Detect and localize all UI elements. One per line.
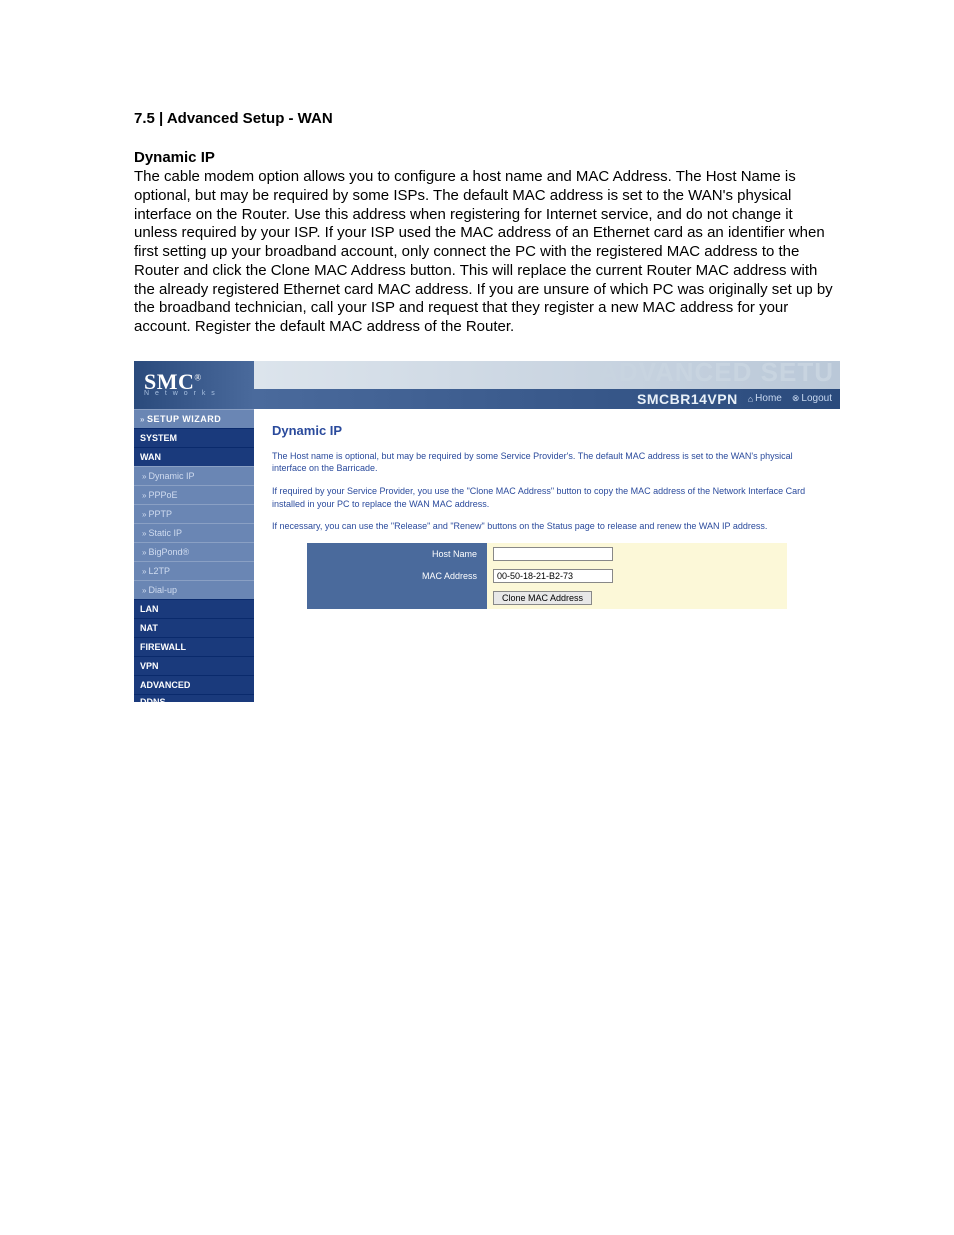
home-link[interactable]: ⌂ Home [748, 393, 782, 404]
content-panel: Dynamic IP The Host name is optional, bu… [254, 409, 840, 702]
table-row: Host Name [307, 543, 787, 565]
chevron-icon: » [142, 586, 146, 595]
home-icon: ⌂ [748, 394, 753, 404]
sidebar-item-lan[interactable]: LAN [134, 599, 254, 618]
sidebar-item-wan[interactable]: WAN [134, 447, 254, 466]
header-brand-strip: ADVANCED SETU [254, 361, 840, 389]
sidebar-item-system[interactable]: SYSTEM [134, 428, 254, 447]
logout-icon: ⊗ [792, 393, 800, 404]
logout-link[interactable]: ⊗ Logout [792, 393, 832, 404]
chevron-icon: » [140, 415, 145, 424]
doc-subheading: Dynamic IP [134, 149, 834, 166]
host-name-label: Host Name [307, 543, 487, 565]
doc-body-text: The cable modem option allows you to con… [134, 168, 834, 337]
logo-subtext: N e t w o r k s [144, 390, 254, 397]
table-row: MAC Address [307, 565, 787, 587]
sidebar-item-vpn[interactable]: VPN [134, 656, 254, 675]
sidebar-item-dynamic-ip[interactable]: »Dynamic IP [134, 466, 254, 485]
mac-address-label: MAC Address [307, 565, 487, 587]
sidebar-item-dialup[interactable]: »Dial-up [134, 580, 254, 599]
chevron-icon: » [142, 491, 146, 500]
home-label: Home [755, 393, 782, 404]
chevron-icon: » [142, 529, 146, 538]
sidebar-item-firewall[interactable]: FIREWALL [134, 637, 254, 656]
doc-heading: 7.5 | Advanced Setup - WAN [134, 110, 834, 127]
sidebar-item-pptp[interactable]: »PPTP [134, 504, 254, 523]
host-name-input[interactable] [493, 547, 613, 561]
sidebar-item-ddns[interactable]: DDNS [134, 694, 254, 702]
chevron-icon: » [142, 567, 146, 576]
sidebar-item-pppoe[interactable]: »PPPoE [134, 485, 254, 504]
chevron-icon: » [142, 472, 146, 481]
sidebar-item-nat[interactable]: NAT [134, 618, 254, 637]
logo-reg: ® [194, 373, 201, 383]
table-row: Clone MAC Address [307, 587, 787, 609]
content-title: Dynamic IP [272, 423, 822, 438]
sidebar-item-setup-wizard[interactable]: »SETUP WIZARD [134, 409, 254, 428]
chevron-icon: » [142, 510, 146, 519]
content-p1: The Host name is optional, but may be re… [272, 450, 822, 475]
sidebar-item-static-ip[interactable]: »Static IP [134, 523, 254, 542]
empty-label-cell [307, 587, 487, 609]
form-table: Host Name MAC Address Clone MAC Address [307, 543, 787, 609]
sidebar-item-bigpond[interactable]: »BigPond® [134, 542, 254, 561]
model-label: SMCBR14VPN [637, 391, 738, 407]
clone-mac-button[interactable]: Clone MAC Address [493, 591, 592, 605]
sidebar-item-l2tp[interactable]: »L2TP [134, 561, 254, 580]
sidebar-item-advanced[interactable]: ADVANCED [134, 675, 254, 694]
logo: SMC® N e t w o r k s [134, 361, 254, 409]
logout-label: Logout [801, 393, 832, 404]
chevron-icon: » [142, 548, 146, 557]
brand-watermark: ADVANCED SETU [599, 361, 834, 388]
mac-address-input[interactable] [493, 569, 613, 583]
sidebar: »SETUP WIZARD SYSTEM WAN »Dynamic IP »PP… [134, 409, 254, 702]
content-p2: If required by your Service Provider, yo… [272, 485, 822, 510]
content-p3: If necessary, you can use the "Release" … [272, 520, 822, 533]
router-screenshot: SMC® N e t w o r k s ADVANCED SETU SMCBR… [134, 361, 840, 702]
